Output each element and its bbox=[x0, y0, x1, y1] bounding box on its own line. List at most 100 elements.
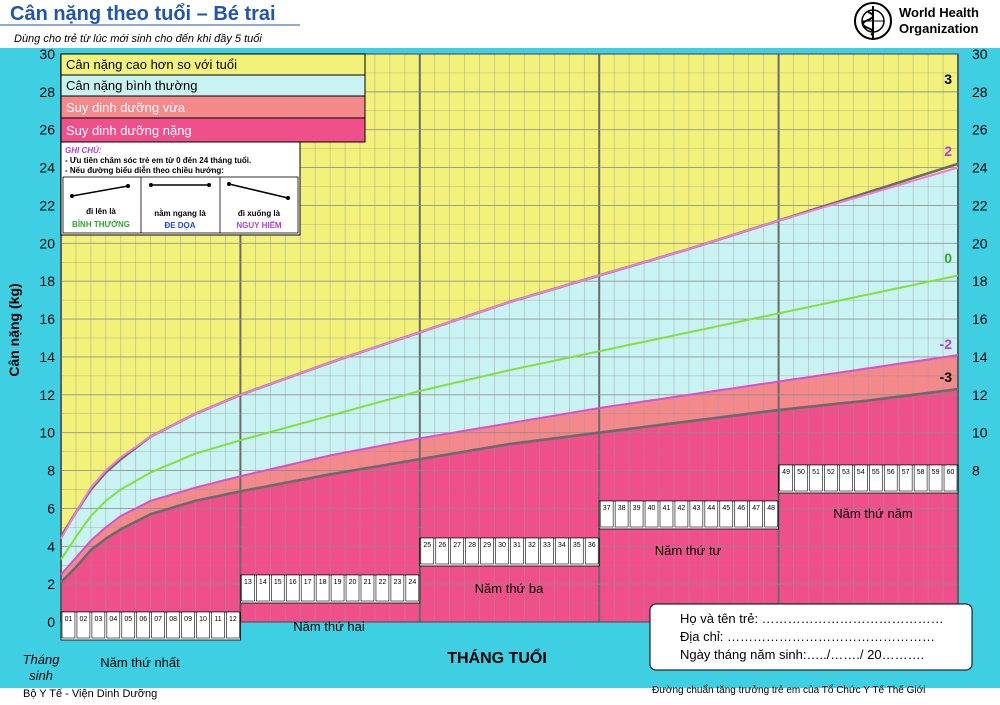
month-cell bbox=[868, 464, 883, 492]
month-cell bbox=[809, 464, 823, 492]
month-cell bbox=[525, 537, 539, 565]
y-tick-label-left: 0 bbox=[47, 614, 55, 630]
year-label-5: Năm thứ năm bbox=[833, 506, 913, 521]
note-case-up-line2: BÌNH THƯỜNG bbox=[72, 220, 130, 229]
month-cell bbox=[121, 611, 136, 639]
month-cell-label: 08 bbox=[169, 616, 177, 623]
month-cell-label: 26 bbox=[438, 542, 446, 549]
month-cell bbox=[764, 500, 778, 528]
y-tick-label-left: 18 bbox=[39, 273, 55, 289]
curve-labels: 3 2 0 -2 -3 bbox=[940, 71, 953, 385]
month-cell bbox=[76, 611, 91, 639]
note-line-1: - Ưu tiên chăm sóc trẻ em từ 0 đến 24 th… bbox=[65, 156, 251, 165]
month-cell bbox=[824, 464, 838, 492]
year-label-2: Năm thứ hai bbox=[293, 619, 365, 634]
month-cell bbox=[734, 500, 748, 528]
y-tick-label-right: 12 bbox=[972, 387, 988, 403]
month-cell-label: 51 bbox=[812, 469, 820, 476]
month-cell bbox=[226, 611, 240, 639]
who-name-line2: Organization bbox=[899, 21, 979, 36]
month-cell bbox=[510, 537, 524, 565]
y-tick-label-right: 26 bbox=[972, 122, 988, 138]
form-address-field[interactable]: Địa chỉ: ………………………………………… bbox=[680, 629, 935, 644]
y-tick-label-right: 30 bbox=[972, 46, 988, 62]
month-cell bbox=[719, 500, 734, 528]
month-cell-label: 43 bbox=[692, 505, 700, 512]
month-cell bbox=[749, 500, 763, 528]
month-cell-label: 37 bbox=[603, 505, 611, 512]
note-case-flat-line2: ĐE DỌA bbox=[164, 221, 195, 230]
month-cell bbox=[256, 574, 270, 602]
month-cell bbox=[241, 574, 255, 602]
month-cell-label: 34 bbox=[558, 542, 566, 549]
legend-label-severe: Suy dinh dưỡng nặng bbox=[66, 123, 192, 138]
month-cell bbox=[689, 500, 704, 528]
y-tick-label-left: 26 bbox=[39, 122, 55, 138]
month-cell bbox=[91, 611, 106, 639]
month-cell-label: 54 bbox=[857, 469, 865, 476]
note-case-down-line1: đi xuống là bbox=[238, 209, 281, 218]
child-info-form: Họ và tên trẻ: …………………………………… Địa chỉ: …… bbox=[649, 603, 973, 671]
month-cell bbox=[913, 464, 928, 492]
month-cell-label: 55 bbox=[872, 469, 880, 476]
y-tick-label-left: 28 bbox=[39, 84, 55, 100]
month-cell bbox=[794, 464, 808, 492]
month-cell bbox=[151, 611, 165, 639]
month-cell-label: 38 bbox=[618, 505, 626, 512]
month-cell bbox=[270, 574, 285, 602]
form-name-field[interactable]: Họ và tên trẻ: …………………………………… bbox=[680, 611, 944, 626]
footer-right: Đường chuẩn tăng trưởng trẻ em của Tổ Ch… bbox=[652, 684, 925, 696]
y-tick-label-left: 10 bbox=[39, 425, 55, 441]
month-cell-label: 23 bbox=[393, 579, 401, 586]
month-cell bbox=[883, 464, 898, 492]
month-cell-label: 31 bbox=[513, 542, 521, 549]
y-tick-label-right: 8 bbox=[972, 463, 980, 479]
corner-label-birth: sinh bbox=[29, 668, 53, 683]
legend: Cân nặng cao hơn so với tuổi Cân nặng bì… bbox=[60, 53, 366, 143]
month-cell-label: 19 bbox=[334, 579, 342, 586]
year-label-3: Năm thứ ba bbox=[475, 581, 544, 596]
z-score-curves bbox=[59, 162, 959, 584]
curve-label-minus3: -3 bbox=[940, 369, 953, 385]
month-cell bbox=[390, 574, 405, 602]
month-cell-label: 04 bbox=[109, 616, 117, 623]
month-cell bbox=[61, 611, 76, 639]
month-cell-label: 36 bbox=[588, 542, 596, 549]
trend-flat-icon bbox=[149, 183, 211, 187]
month-cell bbox=[555, 537, 569, 565]
month-cell bbox=[450, 537, 464, 565]
y-tick-label-left: 6 bbox=[47, 500, 55, 516]
curve-label-3: 3 bbox=[944, 71, 952, 87]
x-axis-label: THÁNG TUỔI bbox=[447, 648, 547, 667]
month-cell-label: 21 bbox=[364, 579, 372, 586]
month-cell bbox=[300, 574, 315, 602]
y-tick-labels-right: 8 10 12 14 16 18 20 22 24 26 28 30 bbox=[972, 46, 988, 479]
month-cell-label: 49 bbox=[782, 469, 790, 476]
y-tick-label-left: 20 bbox=[39, 235, 55, 251]
trend-down-icon bbox=[227, 182, 290, 200]
y-tick-label-left: 30 bbox=[39, 46, 55, 62]
y-tick-label-left: 24 bbox=[39, 160, 55, 176]
y-tick-label-left: 16 bbox=[39, 311, 55, 327]
form-dob-field[interactable]: Ngày tháng năm sinh:…../……./ 20………. bbox=[680, 647, 924, 662]
month-step-band bbox=[60, 611, 241, 641]
note-case-flat-line1: nằm ngang là bbox=[154, 209, 206, 218]
page-title: Cân nặng theo tuổi – Bé trai bbox=[10, 3, 276, 25]
month-cell-label: 28 bbox=[468, 542, 476, 549]
month-cell bbox=[584, 537, 599, 565]
month-cell-label: 39 bbox=[633, 505, 641, 512]
month-cell-label: 56 bbox=[887, 469, 895, 476]
month-cell bbox=[779, 464, 793, 492]
month-step-band bbox=[239, 574, 421, 604]
plot-border bbox=[60, 53, 959, 623]
month-cell-label: 48 bbox=[767, 505, 775, 512]
month-cell-label: 30 bbox=[498, 542, 506, 549]
month-cell bbox=[839, 464, 853, 492]
curve-minus2 bbox=[60, 354, 959, 576]
month-cell bbox=[644, 500, 659, 528]
corner-label-month: Tháng bbox=[23, 652, 61, 667]
month-cell-label: 05 bbox=[124, 616, 132, 623]
month-cell-label: 07 bbox=[154, 616, 162, 623]
month-cell bbox=[943, 464, 958, 492]
